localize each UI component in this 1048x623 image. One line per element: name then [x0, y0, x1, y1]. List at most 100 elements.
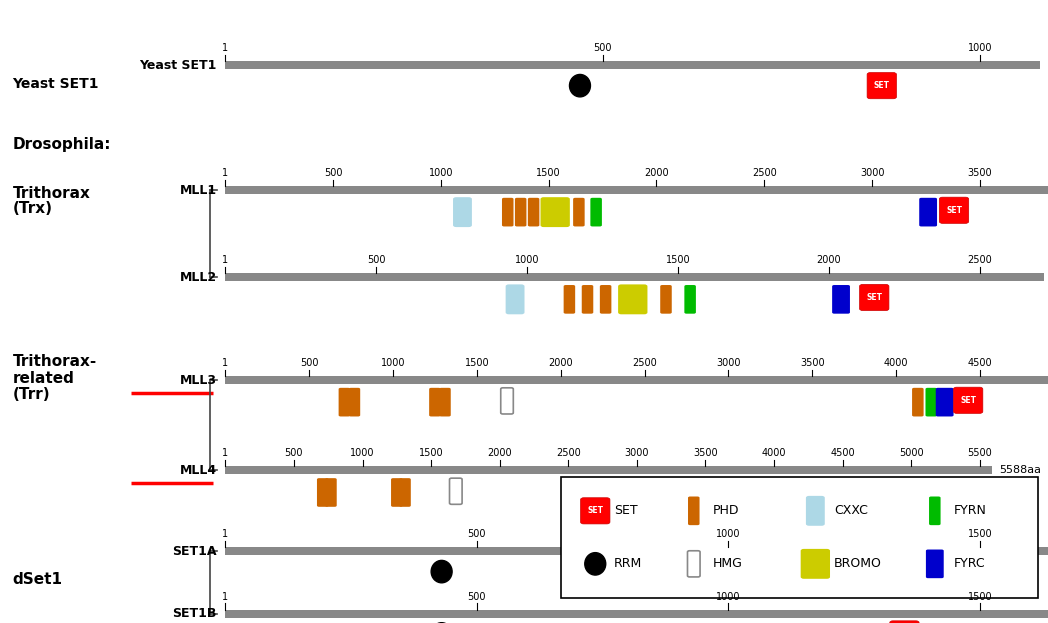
FancyBboxPatch shape	[660, 285, 672, 314]
Text: Trithorax-: Trithorax-	[13, 354, 96, 369]
FancyBboxPatch shape	[225, 376, 1048, 384]
FancyBboxPatch shape	[599, 285, 611, 314]
Text: Drosophila:: Drosophila:	[13, 137, 111, 152]
FancyBboxPatch shape	[939, 197, 968, 224]
FancyBboxPatch shape	[339, 388, 350, 417]
Text: SET1A: SET1A	[173, 545, 217, 558]
FancyBboxPatch shape	[501, 388, 514, 414]
Text: 500: 500	[285, 448, 303, 459]
Text: SET: SET	[946, 206, 962, 215]
Text: Yeast SET1: Yeast SET1	[13, 77, 100, 91]
Text: 1: 1	[222, 529, 228, 539]
Text: 500: 500	[324, 168, 343, 178]
FancyBboxPatch shape	[316, 478, 328, 507]
Ellipse shape	[585, 553, 606, 575]
Text: BROMO: BROMO	[834, 558, 882, 570]
FancyBboxPatch shape	[225, 466, 992, 475]
Text: 3000: 3000	[859, 168, 885, 178]
FancyBboxPatch shape	[687, 551, 700, 577]
FancyBboxPatch shape	[890, 621, 919, 623]
FancyBboxPatch shape	[926, 549, 943, 578]
Text: MLL2: MLL2	[180, 271, 217, 283]
FancyBboxPatch shape	[618, 284, 648, 314]
FancyBboxPatch shape	[453, 197, 472, 227]
Text: SET: SET	[867, 293, 882, 302]
Text: 5500: 5500	[967, 448, 992, 459]
Text: 1000: 1000	[967, 43, 992, 54]
Text: 4000: 4000	[883, 358, 909, 368]
Text: 500: 500	[467, 529, 486, 539]
FancyBboxPatch shape	[581, 498, 610, 524]
FancyBboxPatch shape	[439, 388, 451, 417]
Text: 1: 1	[222, 591, 228, 602]
Text: MLL1: MLL1	[180, 184, 217, 196]
Text: SET: SET	[898, 486, 914, 495]
Text: 1000: 1000	[716, 529, 741, 539]
FancyBboxPatch shape	[689, 497, 700, 525]
Text: Yeast SET1: Yeast SET1	[139, 59, 217, 72]
Text: 1500: 1500	[967, 591, 992, 602]
FancyBboxPatch shape	[869, 478, 880, 507]
Text: MLL4: MLL4	[180, 464, 217, 477]
FancyBboxPatch shape	[225, 186, 1048, 194]
FancyBboxPatch shape	[582, 285, 593, 314]
FancyBboxPatch shape	[325, 478, 336, 507]
Text: 500: 500	[300, 358, 319, 368]
Text: CXXC: CXXC	[834, 505, 868, 517]
Text: (Trx): (Trx)	[13, 201, 52, 216]
Text: 1000: 1000	[429, 168, 453, 178]
Text: 1000: 1000	[380, 358, 406, 368]
FancyBboxPatch shape	[590, 198, 602, 227]
FancyBboxPatch shape	[225, 547, 1048, 556]
Text: 5000: 5000	[899, 448, 923, 459]
Text: 1500: 1500	[967, 529, 992, 539]
Text: related: related	[13, 371, 74, 386]
Text: 4000: 4000	[762, 448, 786, 459]
FancyBboxPatch shape	[225, 273, 1044, 281]
Text: 2500: 2500	[632, 358, 657, 368]
Text: RRM: RRM	[614, 558, 642, 570]
FancyBboxPatch shape	[912, 388, 923, 417]
Text: 1000: 1000	[716, 591, 741, 602]
Text: SET1B: SET1B	[173, 607, 217, 620]
Text: FYRC: FYRC	[954, 558, 985, 570]
FancyBboxPatch shape	[515, 198, 526, 227]
Text: 1000: 1000	[350, 448, 375, 459]
FancyBboxPatch shape	[502, 198, 514, 227]
Text: 3500: 3500	[800, 358, 825, 368]
Text: 2500: 2500	[555, 448, 581, 459]
Text: 2000: 2000	[548, 358, 573, 368]
FancyBboxPatch shape	[225, 62, 1041, 69]
Text: 1: 1	[222, 255, 228, 265]
Text: 1500: 1500	[419, 448, 443, 459]
Text: 1: 1	[222, 168, 228, 178]
Text: 2000: 2000	[645, 168, 669, 178]
FancyBboxPatch shape	[505, 284, 524, 314]
FancyBboxPatch shape	[867, 72, 896, 98]
Text: 500: 500	[593, 43, 612, 54]
Text: 3000: 3000	[716, 358, 741, 368]
Text: 4500: 4500	[830, 448, 855, 459]
Text: 4500: 4500	[967, 358, 992, 368]
FancyBboxPatch shape	[399, 478, 411, 507]
FancyBboxPatch shape	[925, 388, 937, 417]
Text: SET: SET	[896, 567, 913, 576]
Text: 2000: 2000	[487, 448, 512, 459]
FancyBboxPatch shape	[391, 478, 402, 507]
Text: 2500: 2500	[751, 168, 777, 178]
Text: HMG: HMG	[713, 558, 743, 570]
Text: Trithorax: Trithorax	[13, 186, 90, 201]
Text: 3500: 3500	[967, 168, 992, 178]
Text: 1500: 1500	[665, 255, 691, 265]
Text: 5588aa: 5588aa	[1000, 465, 1042, 475]
FancyBboxPatch shape	[856, 478, 868, 507]
FancyBboxPatch shape	[349, 388, 361, 417]
FancyBboxPatch shape	[891, 477, 920, 503]
Text: 2500: 2500	[967, 255, 992, 265]
FancyBboxPatch shape	[684, 285, 696, 314]
Text: dSet1: dSet1	[13, 572, 63, 587]
FancyBboxPatch shape	[929, 497, 941, 525]
Text: SET: SET	[874, 81, 890, 90]
FancyBboxPatch shape	[561, 477, 1038, 598]
Text: (Trr): (Trr)	[13, 388, 50, 402]
